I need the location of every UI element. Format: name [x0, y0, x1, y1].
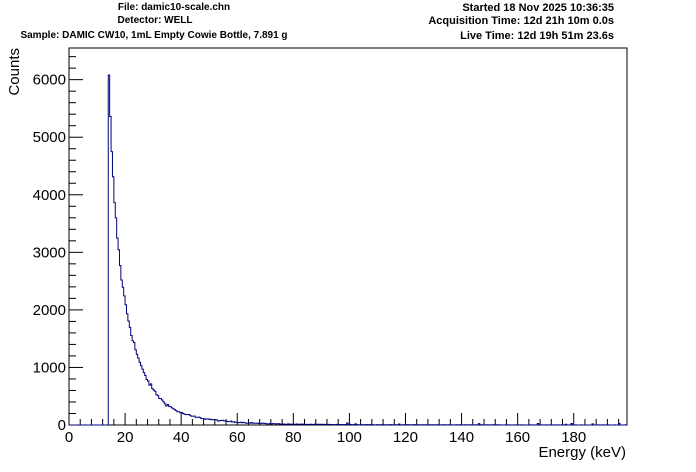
- spectrum-line: [69, 74, 627, 426]
- x-tick-label: 40: [173, 429, 190, 446]
- x-tick-label: 60: [229, 429, 246, 446]
- header-live: Live Time: 12d 19h 51m 23.6s: [460, 30, 614, 42]
- x-axis-ticks: 0 20 40 60 80 100 120 140 160 180: [65, 413, 620, 446]
- x-tick-label: 20: [117, 429, 134, 446]
- x-tick-label: 120: [393, 429, 418, 446]
- header-sample: Sample: DAMIC CW10, 1mL Empty Cowie Bott…: [20, 30, 288, 41]
- y-axis-title: Counts: [6, 48, 23, 96]
- header-file: File: damic10-scale.chn: [117, 2, 231, 13]
- x-axis-title: Energy (keV): [538, 444, 626, 461]
- y-tick-label: 2000: [33, 302, 66, 319]
- header-detector: Detector: WELL: [117, 15, 193, 26]
- x-tick-label: 160: [505, 429, 530, 446]
- x-tick-label: 0: [65, 429, 73, 446]
- y-tick-label: 1000: [33, 359, 66, 376]
- y-tick-label: 0: [58, 417, 66, 434]
- x-tick-label: 100: [337, 429, 362, 446]
- x-tick-label: 180: [561, 429, 586, 446]
- y-axis-ticks: 0 1000 2000 3000 4000 5000 6000: [33, 56, 83, 434]
- x-tick-label: 140: [449, 429, 474, 446]
- y-tick-label: 4000: [33, 187, 66, 204]
- y-tick-label: 5000: [33, 129, 66, 146]
- x-tick-label: 80: [285, 429, 302, 446]
- header-started: Started 18 Nov 2025 10:36:35: [462, 2, 614, 14]
- y-tick-label: 3000: [33, 244, 66, 261]
- plot-frame: [68, 47, 628, 426]
- header-acquisition: Acquisition Time: 12d 21h 10m 0.0s: [428, 15, 614, 27]
- y-tick-label: 6000: [33, 72, 66, 89]
